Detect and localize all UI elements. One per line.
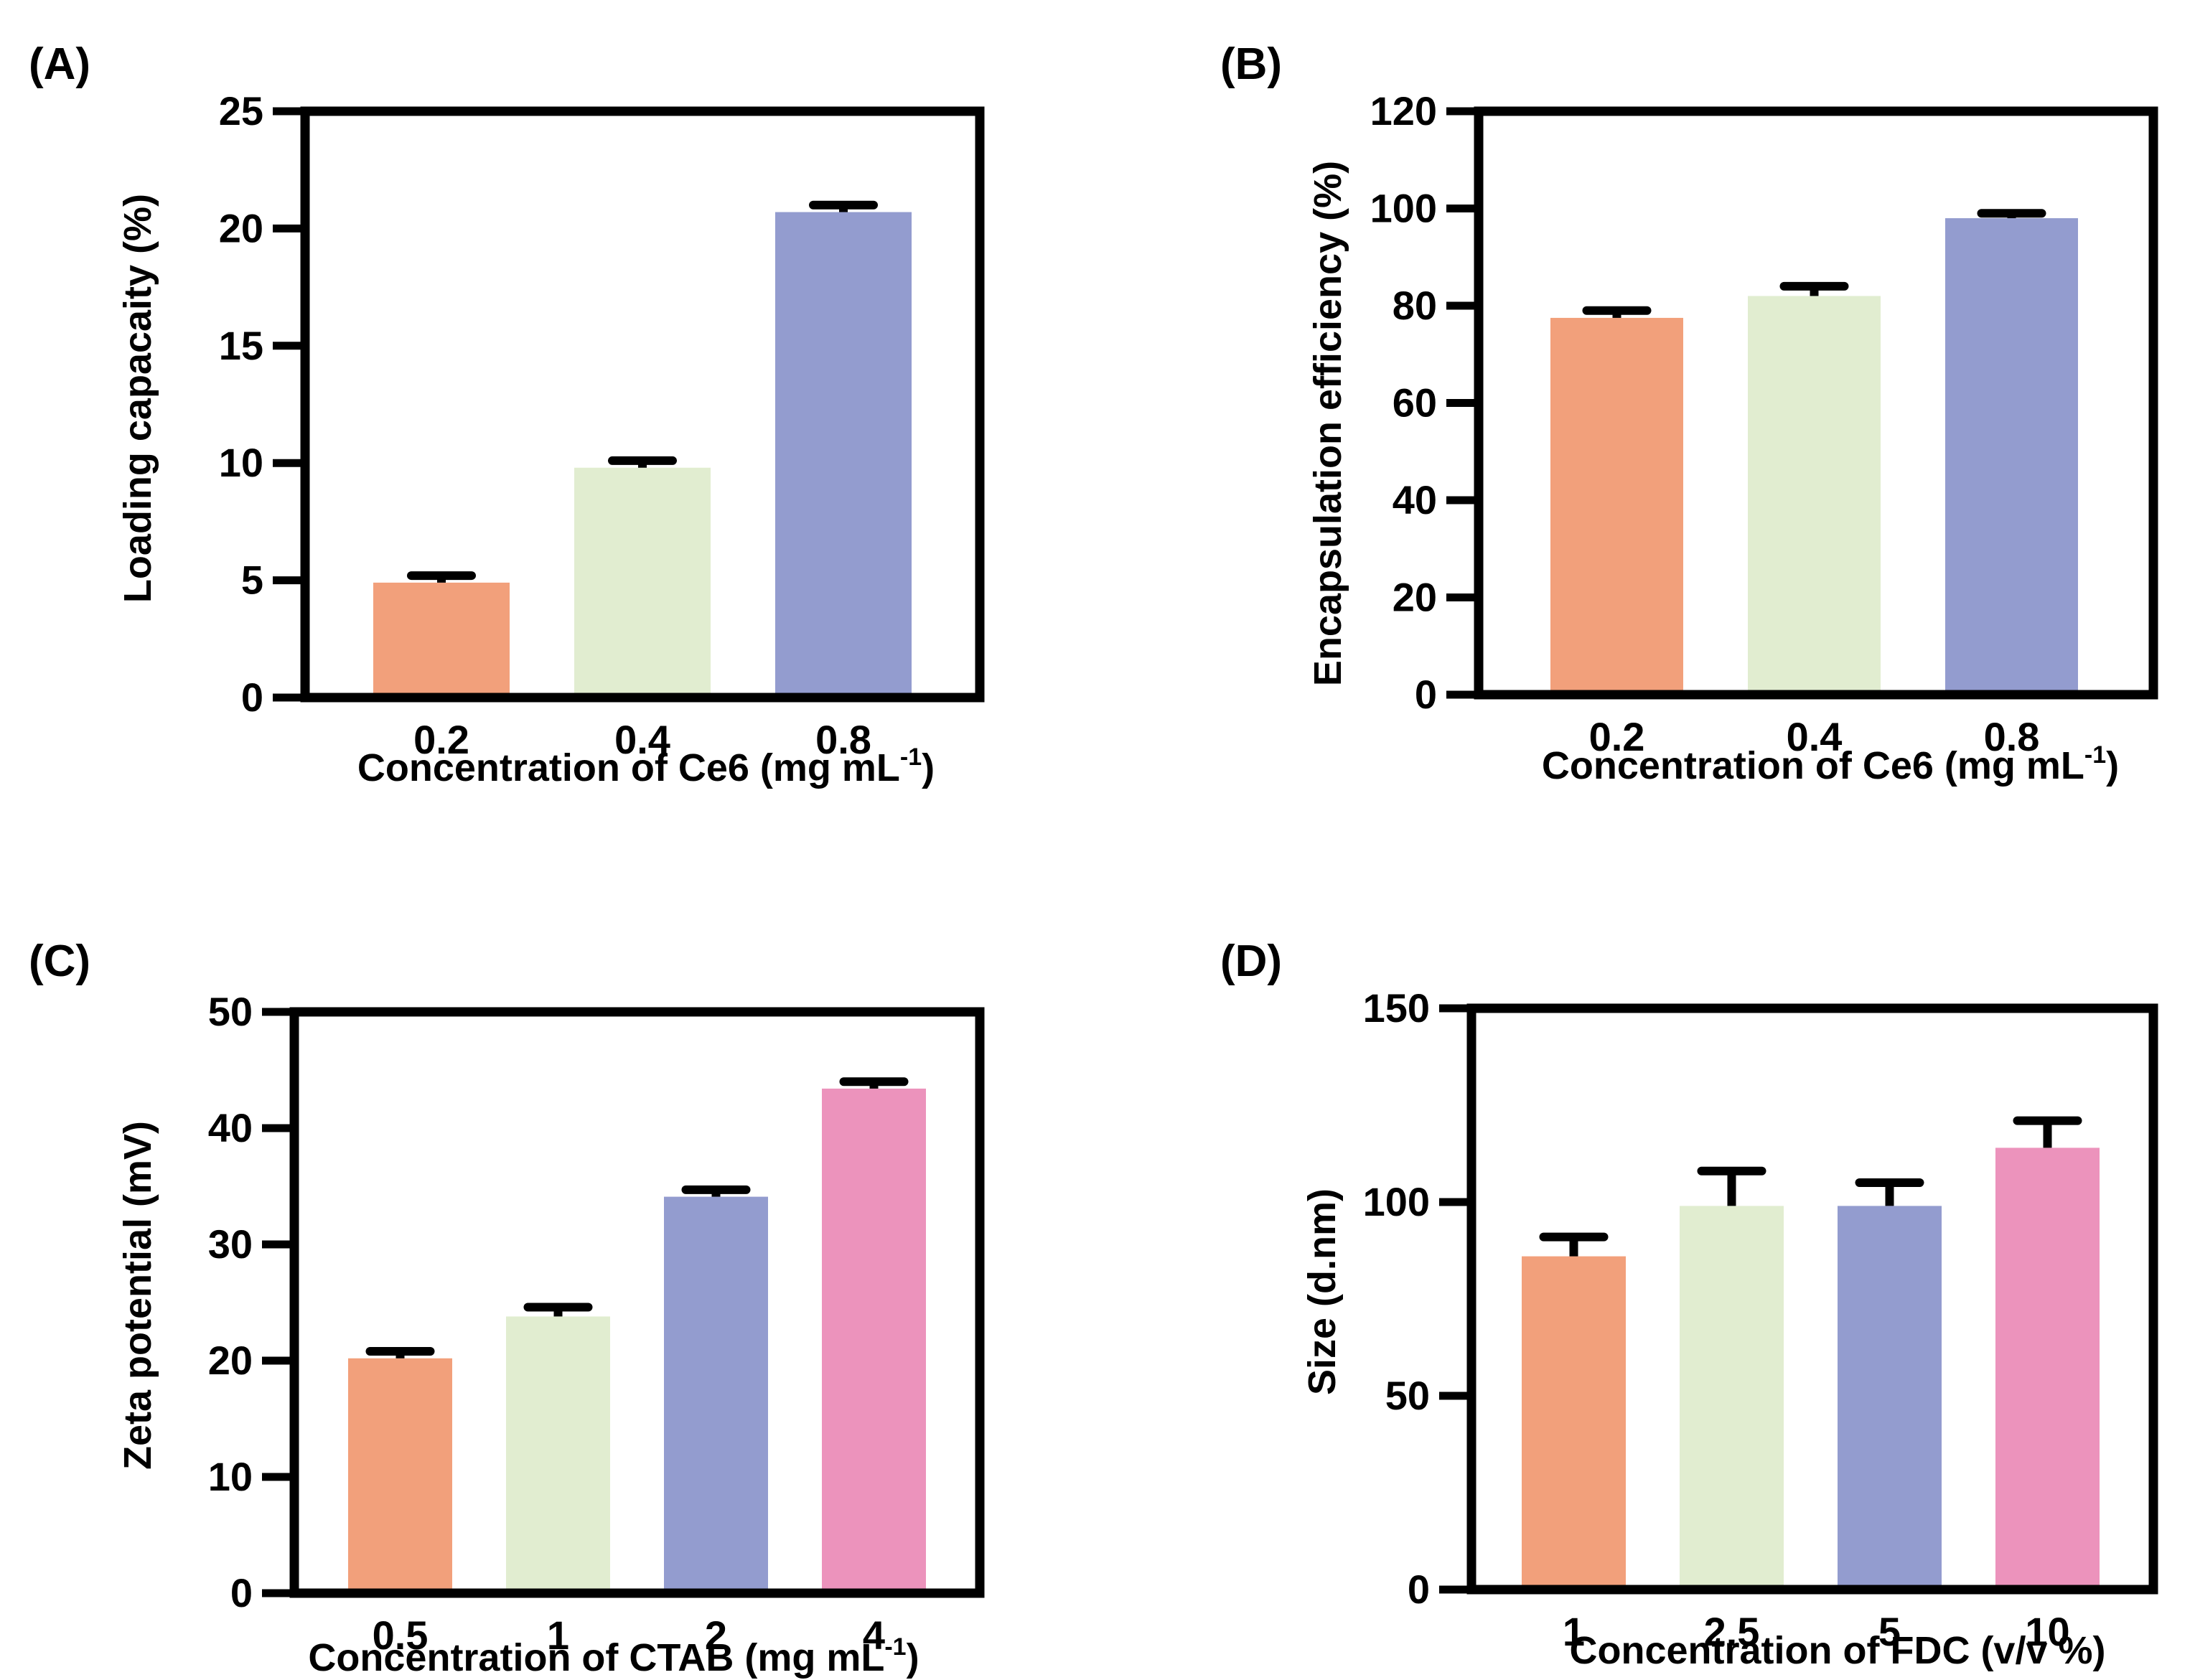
panel-c-ytick-30: 30 bbox=[208, 1221, 253, 1267]
panel-b-xlabel-sup: -1 bbox=[2084, 741, 2106, 769]
panel-a-ytick-5: 5 bbox=[241, 558, 263, 603]
panel-d-ylabel: Size (d.nm) bbox=[1301, 1188, 1344, 1395]
panel-a-xlabel: Concentration of Ce6 (mg mL-1) bbox=[357, 743, 935, 789]
panel-d-bar-10 bbox=[1995, 1148, 2100, 1590]
panel-a-ytick-20: 20 bbox=[219, 205, 263, 250]
panel-c-bar-0.5 bbox=[348, 1358, 452, 1593]
panel-d-xtick-2.5: 2.5 bbox=[1704, 1609, 1760, 1654]
panel-b-xlabel-end: ) bbox=[2106, 744, 2119, 787]
panel-c-xtick-0.5: 0.5 bbox=[373, 1613, 429, 1658]
panel-b-xlabel-main: Concentration of Ce6 (mg mL bbox=[1542, 744, 2084, 787]
panel-a-letter: (A) bbox=[29, 39, 90, 89]
panel-c-ytick-40: 40 bbox=[208, 1105, 253, 1150]
panel-a-xlabel-main: Concentration of Ce6 (mg mL bbox=[357, 746, 900, 789]
panel-a-xlabel-sup: -1 bbox=[900, 743, 922, 771]
panel-a-bar-0.2 bbox=[373, 582, 510, 698]
panel-b-ytick-20: 20 bbox=[1393, 575, 1437, 620]
panel-d-bar-2.5 bbox=[1680, 1206, 1784, 1590]
panel-c-xlabel: Concentration of CTAB (mg mL-1) bbox=[308, 1633, 919, 1679]
panel-b-ytick-0: 0 bbox=[1415, 672, 1437, 717]
panel-d-ytick-0: 0 bbox=[1408, 1567, 1430, 1612]
panel-c-letter: (C) bbox=[29, 937, 90, 986]
panel-d-xtick-10: 10 bbox=[2025, 1609, 2069, 1654]
panel-c-xtick-1: 1 bbox=[547, 1613, 569, 1658]
panel-b-letter: (B) bbox=[1220, 39, 1282, 89]
panel-d-ytick-50: 50 bbox=[1385, 1373, 1430, 1418]
panel-b: (B) 0.2 0.4 0.8 0 20 40 60 80 100 120 Encapsulati… bbox=[1220, 39, 2158, 787]
panel-d-xlabel-main: Concentration of FDC (v/v %) bbox=[1569, 1629, 2105, 1672]
panel-c-ylabel: Zeta potential (mV) bbox=[116, 1121, 159, 1470]
panel-c-ytick-20: 20 bbox=[208, 1338, 253, 1383]
panel-a-ytick-15: 15 bbox=[219, 323, 263, 368]
panel-b-ylabel: Encapsulation efficiency (%) bbox=[1306, 161, 1349, 686]
panel-b-bar-0.2 bbox=[1550, 317, 1683, 695]
panel-b-ytick-100: 100 bbox=[1370, 186, 1437, 231]
panel-a-bar-0.8 bbox=[775, 212, 912, 698]
panel-d-bar-5 bbox=[1838, 1206, 1942, 1590]
panel-a-bar-0.4 bbox=[574, 467, 711, 698]
panel-d-letter: (D) bbox=[1220, 937, 1282, 986]
panel-a-xtick-0.4: 0.4 bbox=[614, 717, 670, 762]
panel-a-ytick-10: 10 bbox=[219, 440, 263, 485]
panel-c-ytick-0: 0 bbox=[230, 1570, 253, 1615]
panel-d-xtick-5: 5 bbox=[1878, 1609, 1901, 1654]
panel-c-xlabel-end: ) bbox=[907, 1636, 919, 1679]
panel-c-xtick-2: 2 bbox=[705, 1613, 727, 1658]
panel-d-frame bbox=[1466, 1003, 2158, 1595]
panel-a: (A) 0.2 0.4 0.8 0 5 10 15 20 25 Loading capacait… bbox=[29, 39, 985, 789]
panel-b-ytick-40: 40 bbox=[1393, 477, 1437, 522]
panel-d-ytick-150: 150 bbox=[1363, 985, 1430, 1031]
panel-b-xtick-0.4: 0.4 bbox=[1787, 714, 1843, 759]
panel-b-xlabel: Concentration of Ce6 (mg mL-1) bbox=[1542, 741, 2119, 787]
panel-a-xtick-0.8: 0.8 bbox=[815, 717, 871, 762]
panel-d-ytick-100: 100 bbox=[1363, 1179, 1430, 1224]
panel-a-ytick-0: 0 bbox=[241, 675, 263, 720]
panel-c-bar-4 bbox=[822, 1088, 926, 1593]
panel-c-xtick-4: 4 bbox=[863, 1613, 885, 1658]
panel-a-xtick-0.2: 0.2 bbox=[413, 717, 469, 762]
panel-c-ytick-10: 10 bbox=[208, 1454, 253, 1499]
panel-a-frame bbox=[300, 106, 985, 703]
panel-b-ytick-80: 80 bbox=[1393, 283, 1437, 328]
panel-c-ytick-50: 50 bbox=[208, 989, 253, 1034]
panel-d-bar-1 bbox=[1522, 1256, 1626, 1590]
panel-b-xtick-0.2: 0.2 bbox=[1589, 714, 1645, 759]
panel-b-plot: 0.2 0.4 0.8 0 20 40 60 80 100 120 bbox=[1370, 88, 2158, 759]
panel-b-xtick-0.8: 0.8 bbox=[1984, 714, 2040, 759]
panel-a-xlabel-end: ) bbox=[922, 746, 935, 789]
panel-c-xlabel-sup: -1 bbox=[884, 1633, 906, 1661]
panel-b-bar-0.8 bbox=[1945, 218, 2078, 695]
panel-c-xlabel-main: Concentration of CTAB (mg mL bbox=[308, 1636, 884, 1679]
panel-a-plot: 0.2 0.4 0.8 0 5 10 15 20 25 bbox=[219, 88, 985, 762]
panel-b-ytick-60: 60 bbox=[1393, 380, 1437, 426]
panel-c-bar-1 bbox=[506, 1316, 610, 1593]
panel-c-bar-2 bbox=[664, 1196, 768, 1593]
panel-b-bar-0.4 bbox=[1748, 296, 1881, 695]
panel-c-frame bbox=[289, 1007, 985, 1598]
panel-b-ytick-120: 120 bbox=[1370, 88, 1437, 133]
panel-d-xlabel: Concentration of FDC (v/v %) bbox=[1569, 1629, 2105, 1672]
panel-a-ytick-25: 25 bbox=[219, 88, 263, 133]
panel-a-ylabel: Loading capacaity (%) bbox=[116, 194, 159, 603]
panel-d-xtick-1: 1 bbox=[1563, 1609, 1585, 1654]
